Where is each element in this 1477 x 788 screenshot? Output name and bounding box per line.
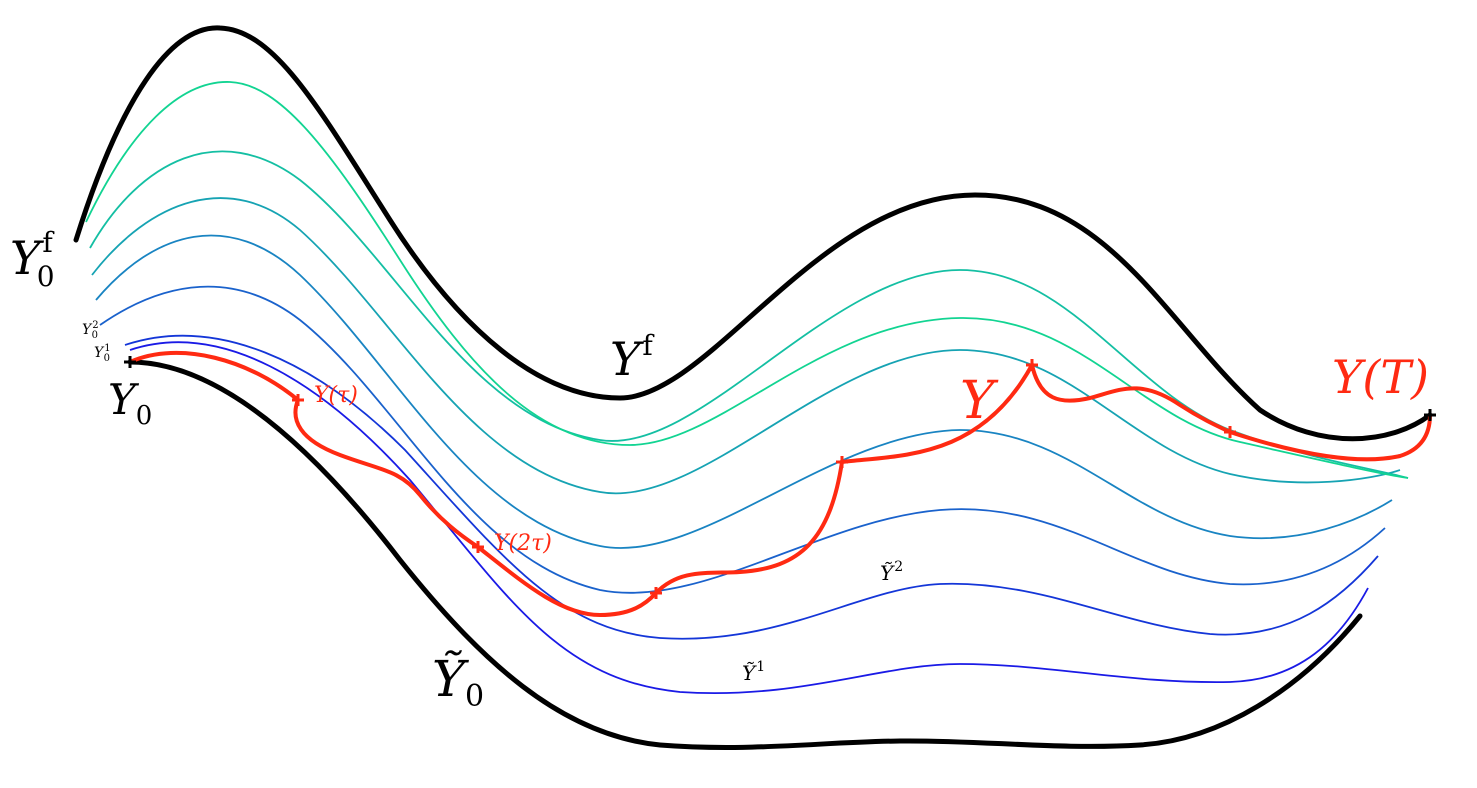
marker-6tau bbox=[1224, 426, 1236, 438]
label-y0-2: Y2 0 bbox=[82, 320, 99, 341]
label-y: Y bbox=[960, 371, 999, 431]
boundary-curves bbox=[73, 25, 1433, 750]
label-y-T: Y(T) bbox=[1332, 350, 1429, 404]
label-yf: Yf bbox=[610, 329, 655, 386]
label-y0: Y0 bbox=[108, 375, 152, 431]
family-curve-5 bbox=[91, 197, 1401, 495]
marker-y0 bbox=[124, 356, 136, 368]
trajectory-path bbox=[128, 350, 1432, 618]
family-curve-7 bbox=[85, 81, 1409, 479]
marker-4tau bbox=[836, 456, 848, 468]
marker-y-2tau bbox=[472, 541, 484, 553]
family-curve-2 bbox=[124, 334, 1379, 640]
marker-3tau bbox=[650, 587, 662, 599]
trajectory bbox=[128, 350, 1432, 618]
family-curve-4 bbox=[95, 234, 1393, 549]
label-y0-1: Y1 0 bbox=[94, 343, 111, 364]
marker-y-tau bbox=[292, 394, 304, 406]
label-ytilde-2: Ỹ2 bbox=[880, 559, 903, 585]
labels: Yf 0 Yf Y2 0 Y1 0 Y0 Y(τ) Y(2τ) Ỹ2 Ỹ1 bbox=[10, 226, 1429, 714]
trajectory-markers bbox=[124, 356, 1436, 599]
curve-family bbox=[85, 81, 1409, 695]
label-y-2tau: Y(2τ) bbox=[494, 531, 552, 556]
top-boundary-curve bbox=[73, 25, 1433, 442]
family-curve-1 bbox=[129, 341, 1369, 695]
family-curve-3 bbox=[99, 285, 1386, 594]
label-ytilde-0: Ỹ0 bbox=[432, 649, 484, 714]
label-y-tau: Y(τ) bbox=[314, 383, 358, 408]
label-y0f: Yf 0 bbox=[10, 226, 55, 293]
label-ytilde-1: Ỹ1 bbox=[742, 659, 765, 685]
marker-5tau bbox=[1026, 359, 1038, 371]
bottom-boundary-curve bbox=[127, 359, 1363, 750]
marker-yT bbox=[1424, 409, 1436, 421]
